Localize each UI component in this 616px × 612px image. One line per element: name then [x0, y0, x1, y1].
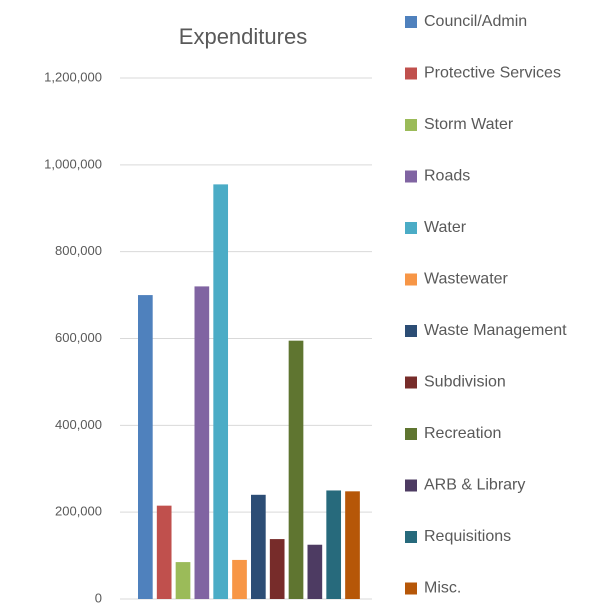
- legend-label: Subdivision: [424, 374, 506, 391]
- legend-label: Council/Admin: [424, 13, 527, 30]
- legend-swatch: [405, 222, 417, 234]
- legend-label: Recreation: [424, 425, 501, 442]
- bar: [156, 505, 172, 599]
- chart-title: Expenditures: [179, 24, 307, 49]
- bar: [288, 340, 304, 599]
- y-tick-label: 800,000: [55, 243, 102, 258]
- y-tick-label: 400,000: [55, 417, 102, 432]
- legend-swatch: [405, 325, 417, 337]
- bar: [345, 491, 360, 599]
- legend-swatch: [405, 428, 417, 440]
- legend-swatch: [405, 376, 417, 389]
- bar: [307, 544, 323, 599]
- legend-label: Wastewater: [424, 271, 509, 288]
- legend-label: Roads: [424, 168, 470, 185]
- legend-swatch: [405, 119, 417, 131]
- legend-label: Misc.: [424, 580, 461, 597]
- y-tick-label: 200,000: [55, 504, 102, 519]
- bar: [326, 490, 342, 599]
- legend-label: Protective Services: [424, 65, 561, 82]
- y-tick-label: 600,000: [55, 330, 102, 345]
- legend-swatch: [405, 479, 417, 492]
- y-tick-label: 1,200,000: [44, 69, 102, 84]
- legend-label: Water: [424, 219, 467, 236]
- bar: [232, 559, 247, 599]
- legend-swatch: [405, 67, 417, 80]
- legend-swatch: [405, 170, 417, 183]
- legend-label: Requisitions: [424, 528, 511, 545]
- bar: [175, 562, 191, 599]
- bar: [194, 286, 210, 599]
- bar: [213, 184, 229, 599]
- legend-swatch: [405, 582, 417, 595]
- bar: [251, 494, 266, 599]
- y-tick-label: 1,000,000: [44, 156, 102, 171]
- legend-label: ARB & Library: [424, 477, 525, 494]
- y-tick-label: 0: [95, 590, 102, 605]
- legend-swatch: [405, 273, 417, 286]
- legend-swatch: [405, 16, 417, 28]
- legend-swatch: [405, 531, 417, 543]
- legend-label: Waste Management: [424, 322, 567, 339]
- legend-label: Storm Water: [424, 116, 514, 133]
- bar: [269, 539, 285, 599]
- bar: [138, 295, 153, 599]
